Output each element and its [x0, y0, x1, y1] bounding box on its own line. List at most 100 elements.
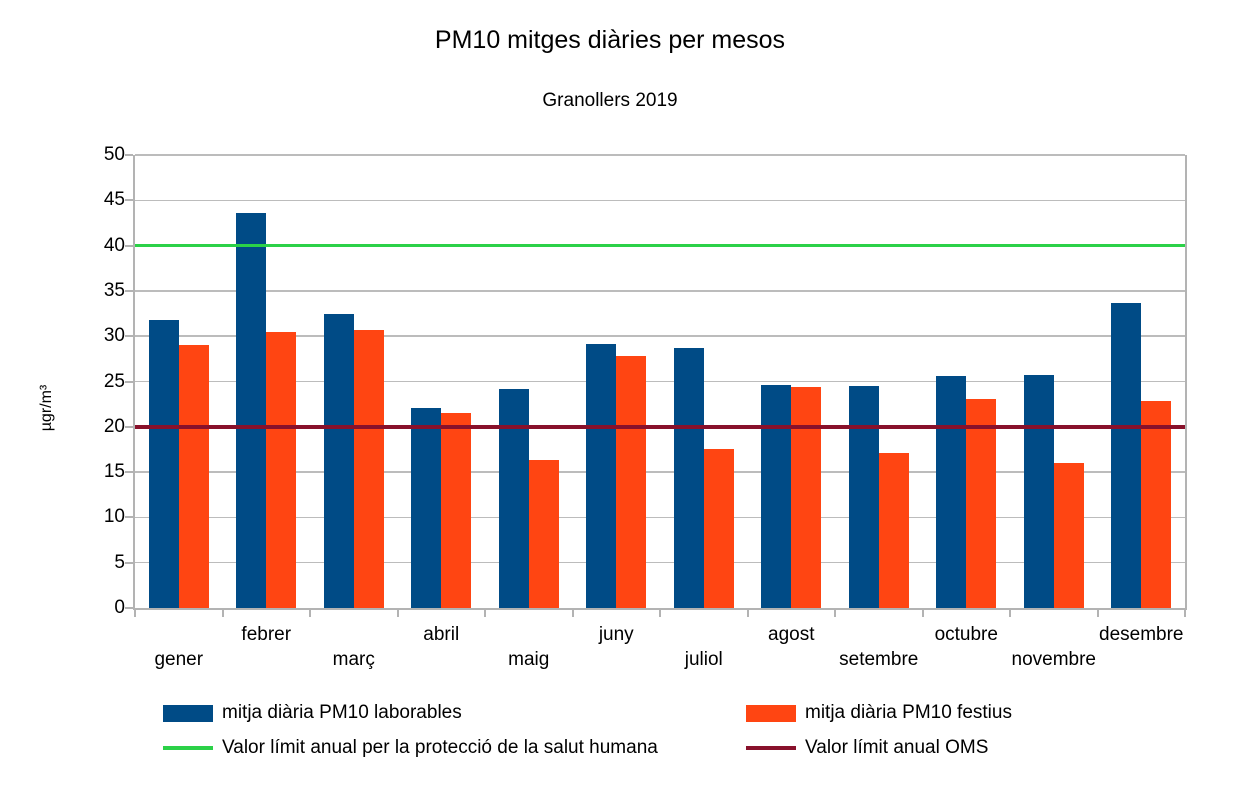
x-axis-label-marc: març	[332, 649, 375, 670]
x-axis-label-gener: gener	[154, 649, 204, 670]
y-tick-label-35: 35	[103, 279, 125, 301]
y-tick-mark-50	[125, 154, 133, 156]
x-axis-label-agost: agost	[768, 624, 815, 645]
bar-festius-desembre	[1141, 401, 1171, 608]
x-tick-mark-6	[659, 608, 661, 617]
y-tick-mark-45	[125, 199, 133, 202]
bar-festius-gener	[178, 345, 209, 608]
legend-label: Valor límit anual OMS	[805, 737, 989, 758]
bar-festius-octubre	[966, 398, 996, 608]
y-tick-mark-15	[125, 471, 133, 474]
plot-area	[135, 154, 1185, 608]
bar-laborables-agost	[761, 385, 791, 608]
y-tick-label-25: 25	[103, 370, 125, 392]
bar-laborables-juny	[586, 344, 616, 608]
x-axis-label-juny: juny	[598, 624, 634, 645]
bar-laborables-maig	[498, 388, 529, 608]
gridline-10	[135, 516, 1185, 519]
bar-laborables-marc	[323, 314, 354, 608]
x-tick-mark-0	[134, 608, 136, 617]
y-tick-label-5: 5	[114, 551, 125, 573]
bar-laborables-desembre	[1111, 302, 1141, 608]
x-tick-mark-3	[396, 608, 399, 617]
y-tick-mark-0	[125, 607, 133, 609]
bar-festius-maig	[528, 460, 559, 608]
x-tick-mark-8	[834, 608, 836, 617]
legend-line-swatch	[163, 746, 213, 750]
x-tick-mark-7	[746, 608, 749, 617]
x-tick-mark-5	[571, 608, 574, 617]
gridline-25	[135, 380, 1185, 383]
bar-festius-juliol	[703, 448, 734, 608]
x-tick-mark-10	[1009, 608, 1011, 617]
limit-line-oms	[135, 425, 1185, 429]
y-tick-mark-20	[125, 425, 133, 428]
y-tick-label-30: 30	[103, 325, 125, 347]
y-axis-title: µgr/m³	[38, 384, 55, 432]
plot-right-border	[1185, 155, 1187, 610]
y-tick-label-45: 45	[103, 189, 125, 211]
legend-item-limit-salut-humana: Valor límit anual per la protecció de la…	[163, 737, 658, 759]
x-tick-mark-9	[921, 608, 924, 617]
legend-label: Valor límit anual per la protecció de la…	[222, 737, 658, 758]
x-axis-label-abril: abril	[423, 624, 460, 645]
x-axis-label-maig: maig	[508, 649, 550, 670]
gridline-5	[135, 561, 1185, 564]
limit-line-salut-humana	[135, 243, 1185, 248]
bar-laborables-febrer	[236, 212, 266, 608]
y-tick-mark-10	[125, 516, 133, 519]
gridline-50	[135, 154, 1185, 156]
bar-laborables-setembre	[848, 386, 879, 608]
legend-line-swatch	[746, 746, 796, 750]
x-axis-label-desembre: desembre	[1099, 624, 1184, 645]
gridline-45	[135, 199, 1185, 202]
bar-festius-novembre	[1053, 463, 1084, 608]
x-axis-label-setembre: setembre	[839, 649, 919, 670]
legend-label: mitja diària PM10 laborables	[222, 702, 462, 723]
y-axis-line	[133, 155, 135, 610]
x-axis-label-octubre: octubre	[934, 624, 998, 645]
y-tick-mark-40	[125, 244, 133, 247]
y-tick-label-40: 40	[103, 234, 125, 256]
bar-festius-agost	[791, 386, 821, 608]
chart-title: PM10 mitges diàries per mesos	[434, 26, 786, 54]
y-tick-mark-35	[125, 289, 133, 292]
gridline-35	[135, 290, 1185, 292]
y-tick-label-0: 0	[114, 597, 125, 618]
bar-festius-juny	[616, 356, 646, 608]
x-axis-label-juliol: juliol	[684, 649, 723, 670]
bar-festius-setembre	[878, 453, 909, 608]
bar-laborables-juliol	[673, 347, 704, 608]
bar-laborables-gener	[148, 319, 179, 608]
chart-subtitle: Granollers 2019	[542, 90, 678, 111]
legend-item-limit-oms: Valor límit anual OMS	[746, 737, 988, 759]
gridline-30	[135, 335, 1185, 337]
bar-festius-marc	[353, 329, 384, 608]
y-tick-mark-30	[125, 335, 133, 338]
y-tick-label-50: 50	[103, 144, 125, 165]
bar-laborables-abril	[411, 407, 441, 608]
bar-festius-abril	[441, 413, 471, 608]
x-tick-mark-4	[484, 608, 486, 617]
x-tick-mark-12	[1184, 608, 1186, 617]
legend-label: mitja diària PM10 festius	[805, 702, 1012, 723]
y-tick-label-10: 10	[103, 506, 125, 528]
x-axis-label-febrer: febrer	[241, 624, 292, 645]
y-tick-mark-25	[125, 380, 133, 383]
legend-bar-swatch	[163, 704, 213, 722]
bar-laborables-novembre	[1023, 375, 1054, 608]
x-tick-mark-11	[1096, 608, 1099, 617]
legend-item-laborables: mitja diària PM10 laborables	[163, 702, 462, 724]
x-tick-mark-2	[309, 608, 311, 617]
y-tick-mark-5	[125, 561, 133, 564]
y-tick-label-15: 15	[103, 461, 125, 483]
legend-item-festius: mitja diària PM10 festius	[746, 702, 1012, 724]
gridline-15	[135, 471, 1185, 473]
x-axis-label-novembre: novembre	[1011, 649, 1097, 670]
y-tick-label-20: 20	[103, 415, 125, 437]
x-tick-mark-1	[221, 608, 224, 617]
bar-festius-febrer	[266, 331, 296, 608]
bar-laborables-octubre	[936, 376, 966, 608]
legend-bar-swatch	[746, 704, 796, 722]
